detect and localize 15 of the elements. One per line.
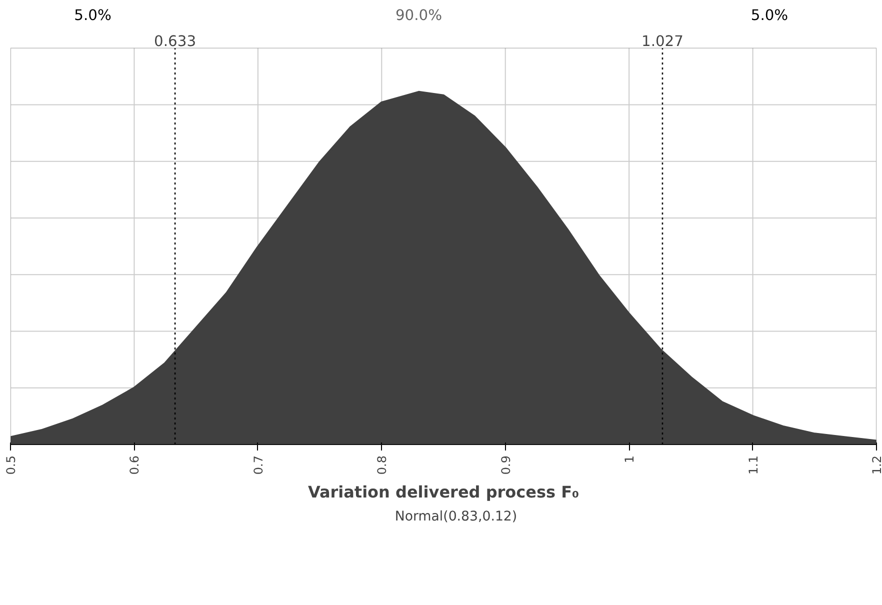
- text: 5.0%: [750, 7, 788, 24]
- ref-line-label: 1.027: [641, 33, 684, 50]
- x-axis-title: Variation delivered process F₀: [308, 482, 580, 502]
- x-tick-label: 0.9: [498, 455, 513, 475]
- text: Normal(0.83,0.12): [394, 510, 518, 524]
- x-tick-label: 0.5: [4, 455, 18, 475]
- x-tick-label: 0.8: [375, 455, 390, 475]
- x-tick-label: 1: [622, 455, 637, 464]
- x-tick-label: 1.1: [746, 455, 760, 475]
- text: 90.0%: [395, 7, 442, 24]
- x-tick-label: 0.7: [251, 455, 266, 475]
- text: 5.0%: [74, 7, 112, 24]
- ref-line-label: 0.633: [154, 33, 196, 50]
- x-tick-label: 0.6: [128, 455, 142, 475]
- x-tick-label: 1.2: [870, 455, 882, 475]
